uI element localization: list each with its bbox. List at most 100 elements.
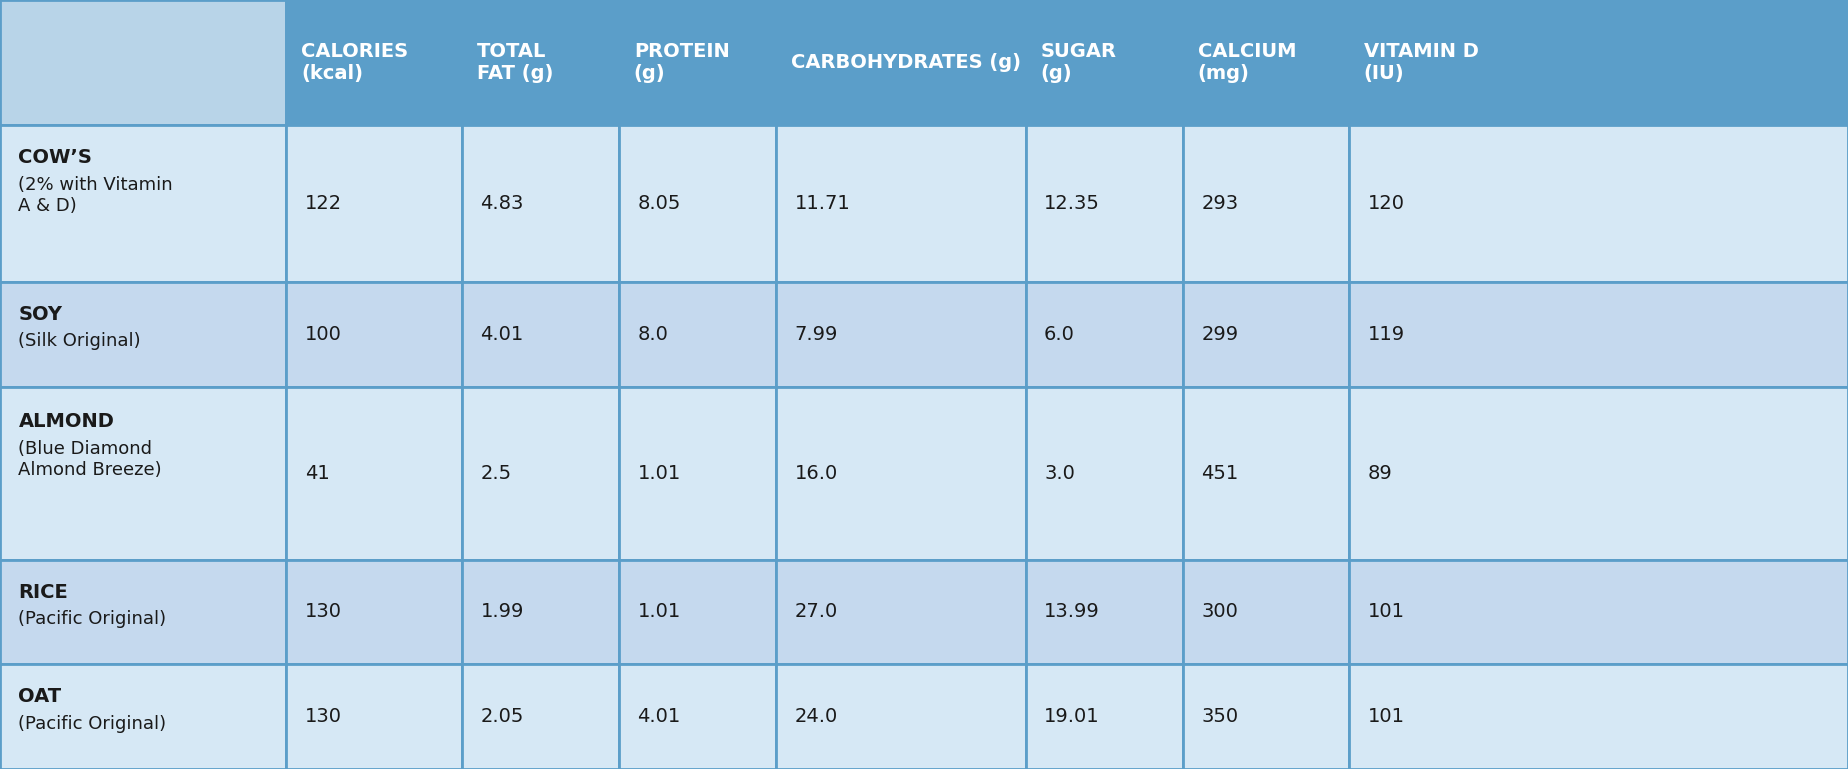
Bar [619,387,776,560]
Text: VITAMIN D
(IU): VITAMIN D (IU) [1364,42,1478,83]
Bar [1349,387,1848,560]
Text: (Pacific Original): (Pacific Original) [18,611,166,628]
Bar [462,125,619,281]
Text: CARBOHYDRATES (g): CARBOHYDRATES (g) [791,53,1020,72]
Text: CALCIUM
(mg): CALCIUM (mg) [1198,42,1295,83]
Text: 2.5: 2.5 [480,464,512,483]
Text: 130: 130 [305,707,342,726]
Bar [776,664,1026,769]
Bar [0,0,286,125]
Bar [0,664,286,769]
Text: 1.99: 1.99 [480,602,523,621]
Bar [1026,125,1183,281]
Text: OAT: OAT [18,687,61,707]
Bar [286,664,462,769]
Text: 13.99: 13.99 [1044,602,1100,621]
Text: COW’S: COW’S [18,148,92,168]
Bar [1183,664,1349,769]
Bar [1349,664,1848,769]
Bar [286,281,462,387]
Text: 7.99: 7.99 [795,325,837,344]
Text: (Silk Original): (Silk Original) [18,332,140,351]
Text: 12.35: 12.35 [1044,194,1100,213]
Text: ALMOND: ALMOND [18,412,115,431]
Bar [462,281,619,387]
Text: PROTEIN
(g): PROTEIN (g) [634,42,730,83]
Bar [776,560,1026,664]
Text: 6.0: 6.0 [1044,325,1076,344]
Text: 100: 100 [305,325,342,344]
Text: 19.01: 19.01 [1044,707,1100,726]
Text: 27.0: 27.0 [795,602,837,621]
Text: SUGAR
(g): SUGAR (g) [1040,42,1116,83]
Bar [286,0,462,125]
Bar [286,387,462,560]
Bar [462,0,619,125]
Text: 89: 89 [1368,464,1392,483]
Text: 2.05: 2.05 [480,707,523,726]
Bar [0,387,286,560]
Bar [619,560,776,664]
Bar [619,0,776,125]
Text: 11.71: 11.71 [795,194,850,213]
Text: 101: 101 [1368,707,1404,726]
Bar [776,125,1026,281]
Bar [1026,664,1183,769]
Text: 122: 122 [305,194,342,213]
Text: 4.83: 4.83 [480,194,523,213]
Text: 1.01: 1.01 [638,464,680,483]
Text: 101: 101 [1368,602,1404,621]
Bar [0,125,286,281]
Text: 299: 299 [1201,325,1238,344]
Text: 16.0: 16.0 [795,464,837,483]
Text: 293: 293 [1201,194,1238,213]
Bar [776,387,1026,560]
Text: SOY: SOY [18,305,63,324]
Text: 8.05: 8.05 [638,194,680,213]
Text: 350: 350 [1201,707,1238,726]
Text: 8.0: 8.0 [638,325,669,344]
Bar [1026,387,1183,560]
Text: 41: 41 [305,464,329,483]
Bar [1183,387,1349,560]
Bar [776,281,1026,387]
Text: 4.01: 4.01 [480,325,523,344]
Text: TOTAL
FAT (g): TOTAL FAT (g) [477,42,553,83]
Bar [619,664,776,769]
Bar [1183,560,1349,664]
Text: 119: 119 [1368,325,1404,344]
Text: 3.0: 3.0 [1044,464,1076,483]
Bar [619,281,776,387]
Text: 4.01: 4.01 [638,707,680,726]
Text: 130: 130 [305,602,342,621]
Text: RICE: RICE [18,583,68,601]
Text: 1.01: 1.01 [638,602,680,621]
Text: (Blue Diamond
Almond Breeze): (Blue Diamond Almond Breeze) [18,440,163,479]
Bar [1349,0,1848,125]
Bar [1183,281,1349,387]
Bar [1349,560,1848,664]
Bar [0,281,286,387]
Bar [462,664,619,769]
Text: CALORIES
(kcal): CALORIES (kcal) [301,42,408,83]
Bar [1349,125,1848,281]
Bar [462,560,619,664]
Bar [1026,560,1183,664]
Text: 24.0: 24.0 [795,707,837,726]
Bar [1183,0,1349,125]
Text: (Pacific Original): (Pacific Original) [18,715,166,733]
Bar [0,560,286,664]
Bar [619,125,776,281]
Bar [1183,125,1349,281]
Bar [1349,281,1848,387]
Text: (2% with Vitamin
A & D): (2% with Vitamin A & D) [18,176,174,215]
Text: 300: 300 [1201,602,1238,621]
Bar [1026,0,1183,125]
Bar [286,560,462,664]
Bar [1026,281,1183,387]
Bar [776,0,1026,125]
Text: 120: 120 [1368,194,1404,213]
Bar [286,125,462,281]
Text: 451: 451 [1201,464,1238,483]
Bar [462,387,619,560]
